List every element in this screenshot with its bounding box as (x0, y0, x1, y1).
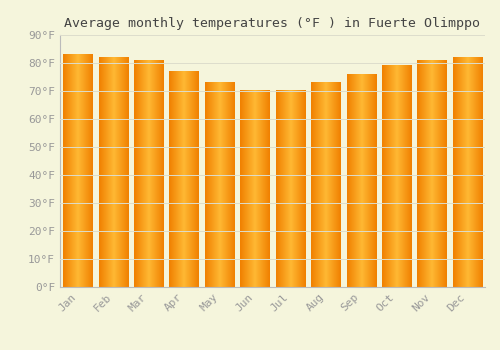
Title: Average monthly temperatures (°F ) in Fuerte Olimppo: Average monthly temperatures (°F ) in Fu… (64, 17, 480, 30)
